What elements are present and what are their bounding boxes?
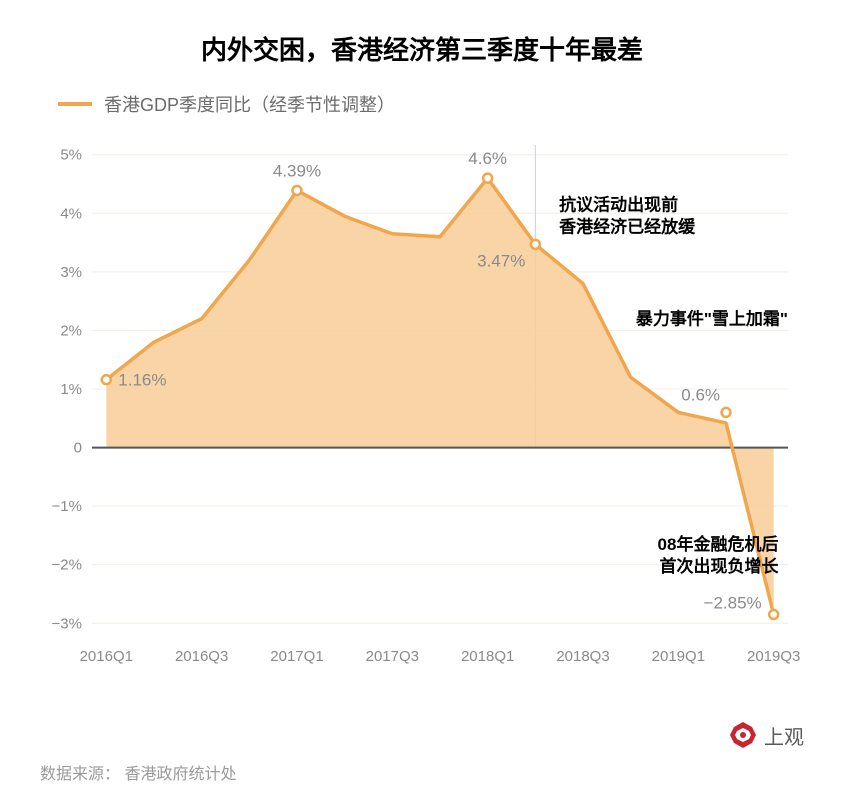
svg-text:2018Q3: 2018Q3: [556, 648, 609, 665]
footer: 上观 数据来源： 香港政府统计处: [40, 720, 804, 784]
svg-text:2017Q1: 2017Q1: [270, 648, 323, 665]
chart-title: 内外交困，香港经济第三季度十年最差: [40, 30, 804, 67]
brand-name: 上观: [764, 721, 804, 750]
legend-swatch: [58, 102, 92, 106]
svg-text:4%: 4%: [60, 205, 82, 222]
svg-text:0: 0: [74, 440, 82, 457]
chart-area: −3% −2% −1% 0 1% 2% 3% 4% 5% 1.16% 4.39% 4.6% 3.47% 0…: [42, 129, 802, 669]
svg-text:4.39%: 4.39%: [273, 161, 321, 180]
svg-text:抗议活动出现前: 抗议活动出现前: [559, 194, 678, 214]
svg-text:3.47%: 3.47%: [477, 251, 525, 270]
source-line: 数据来源： 香港政府统计处: [40, 760, 804, 784]
source-label: 数据来源：: [40, 766, 120, 783]
brand: 上观: [728, 720, 804, 750]
svg-text:2017Q3: 2017Q3: [366, 648, 419, 665]
svg-text:2019Q1: 2019Q1: [652, 648, 705, 665]
svg-text:2016Q3: 2016Q3: [175, 648, 228, 665]
legend-label: 香港GDP季度同比（经季节性调整）: [104, 91, 395, 117]
svg-text:2016Q1: 2016Q1: [80, 648, 133, 665]
svg-text:08年金融危机后: 08年金融危机后: [658, 534, 779, 554]
svg-text:香港经济已经放缓: 香港经济已经放缓: [559, 216, 696, 236]
svg-text:−2.85%: −2.85%: [704, 594, 762, 613]
svg-text:3%: 3%: [60, 264, 82, 281]
legend: 香港GDP季度同比（经季节性调整）: [58, 91, 804, 117]
svg-text:4.6%: 4.6%: [468, 149, 507, 168]
svg-text:−2%: −2%: [52, 557, 82, 574]
svg-text:2019Q3: 2019Q3: [747, 648, 800, 665]
svg-text:0.6%: 0.6%: [681, 385, 720, 404]
svg-text:5%: 5%: [60, 147, 82, 164]
brand-logo-icon: [728, 720, 758, 750]
svg-text:暴力事件"雪上加霜": 暴力事件"雪上加霜": [635, 309, 788, 329]
svg-text:−3%: −3%: [52, 615, 82, 632]
svg-text:首次出现负增长: 首次出现负增长: [659, 556, 779, 576]
svg-text:1%: 1%: [60, 381, 82, 398]
svg-text:1.16%: 1.16%: [118, 371, 166, 390]
source-value: 香港政府统计处: [124, 766, 236, 783]
svg-text:−1%: −1%: [52, 498, 82, 515]
chart-svg: −3% −2% −1% 0 1% 2% 3% 4% 5% 1.16% 4.39% 4.6% 3.47% 0…: [42, 129, 802, 669]
svg-text:2018Q1: 2018Q1: [461, 648, 514, 665]
svg-text:2%: 2%: [60, 322, 82, 339]
